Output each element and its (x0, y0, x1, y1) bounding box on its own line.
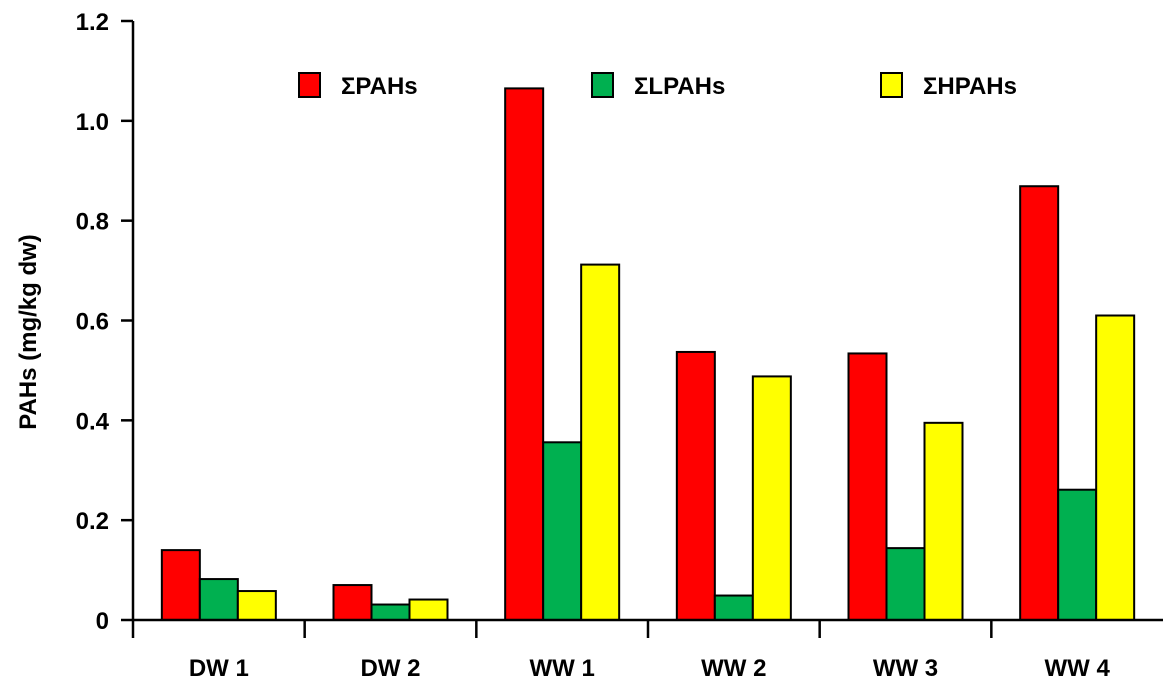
legend-swatch (591, 72, 614, 98)
bars-layer (160, 87, 1136, 622)
legend-swatch (880, 72, 903, 98)
y-tick-label: 0.8 (76, 209, 109, 236)
legend: ΣPAHs ΣLPAHs ΣHPAHs (298, 72, 1017, 100)
bar-ΣHPAHs-ww-2 (751, 375, 792, 622)
bar-ΣHPAHs-dw-2 (408, 598, 449, 622)
bar-ΣPAHs-ww-4 (1019, 185, 1060, 622)
bar-ΣHPAHs-dw-1 (236, 590, 277, 622)
x-tick-label: WW 4 (1045, 655, 1111, 682)
bar-ΣPAHs-dw-1 (160, 549, 201, 621)
y-tick-label: 0.2 (76, 508, 109, 535)
bar-ΣHPAHs-ww-1 (580, 263, 621, 621)
bar-ΣHPAHs-ww-3 (923, 421, 964, 621)
bar-ΣHPAHs-ww-4 (1095, 314, 1136, 621)
legend-label: ΣHPAHs (923, 73, 1017, 100)
legend-swatch (298, 72, 321, 98)
axes-layer (131, 21, 1163, 622)
bar-ΣPAHs-ww-2 (675, 350, 716, 621)
y-axis-label: PAHs (mg/kg dw) (15, 234, 42, 430)
ticks-layer: 0 0.2 0.4 0.6 0.8 1.0 1.2 DW 1 DW 2 WW 1 WW 2 WW 3 W… (76, 9, 1111, 682)
bar-ΣPAHs-ww-3 (847, 352, 888, 621)
bar-ΣLPAHs-dw-1 (198, 578, 239, 622)
y-tick-label: 0.4 (76, 408, 110, 435)
bar-ΣPAHs-ww-1 (504, 87, 545, 621)
bar-ΣPAHs-dw-2 (332, 584, 373, 622)
bar-ΣLPAHs-ww-2 (713, 594, 754, 621)
bar-ΣLPAHs-ww-3 (885, 547, 926, 621)
bar-ΣLPAHs-ww-4 (1057, 488, 1098, 621)
x-tick-label: WW 2 (701, 655, 766, 682)
y-tick-label: 1.2 (76, 9, 109, 36)
y-tick-label: 0.6 (76, 309, 109, 336)
bar-ΣLPAHs-ww-1 (542, 441, 583, 621)
x-tick-label: WW 3 (873, 655, 938, 682)
bar-ΣLPAHs-dw-2 (370, 603, 411, 621)
x-tick-label: DW 1 (189, 655, 249, 682)
x-tick-label: WW 1 (530, 655, 595, 682)
legend-label: ΣPAHs (341, 73, 418, 100)
y-tick-label: 1.0 (76, 109, 109, 136)
x-tick-label: DW 2 (361, 655, 421, 682)
legend-label: ΣLPAHs (634, 73, 725, 100)
y-tick-label: 0 (96, 608, 109, 635)
